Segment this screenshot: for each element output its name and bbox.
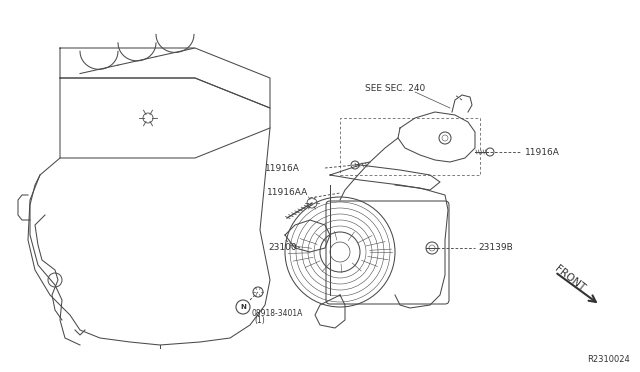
Text: (1): (1) xyxy=(255,317,266,326)
Text: SEE SEC. 240: SEE SEC. 240 xyxy=(365,83,425,93)
Text: FRONT: FRONT xyxy=(553,263,587,293)
Text: 08918-3401A: 08918-3401A xyxy=(252,308,303,317)
Text: R2310024: R2310024 xyxy=(588,356,630,365)
Text: 11916A: 11916A xyxy=(265,164,300,173)
Text: 23100: 23100 xyxy=(268,244,297,253)
Text: 11916AA: 11916AA xyxy=(267,187,308,196)
Text: 11916A: 11916A xyxy=(525,148,560,157)
Text: N: N xyxy=(240,304,246,310)
Text: 23139B: 23139B xyxy=(478,244,513,253)
